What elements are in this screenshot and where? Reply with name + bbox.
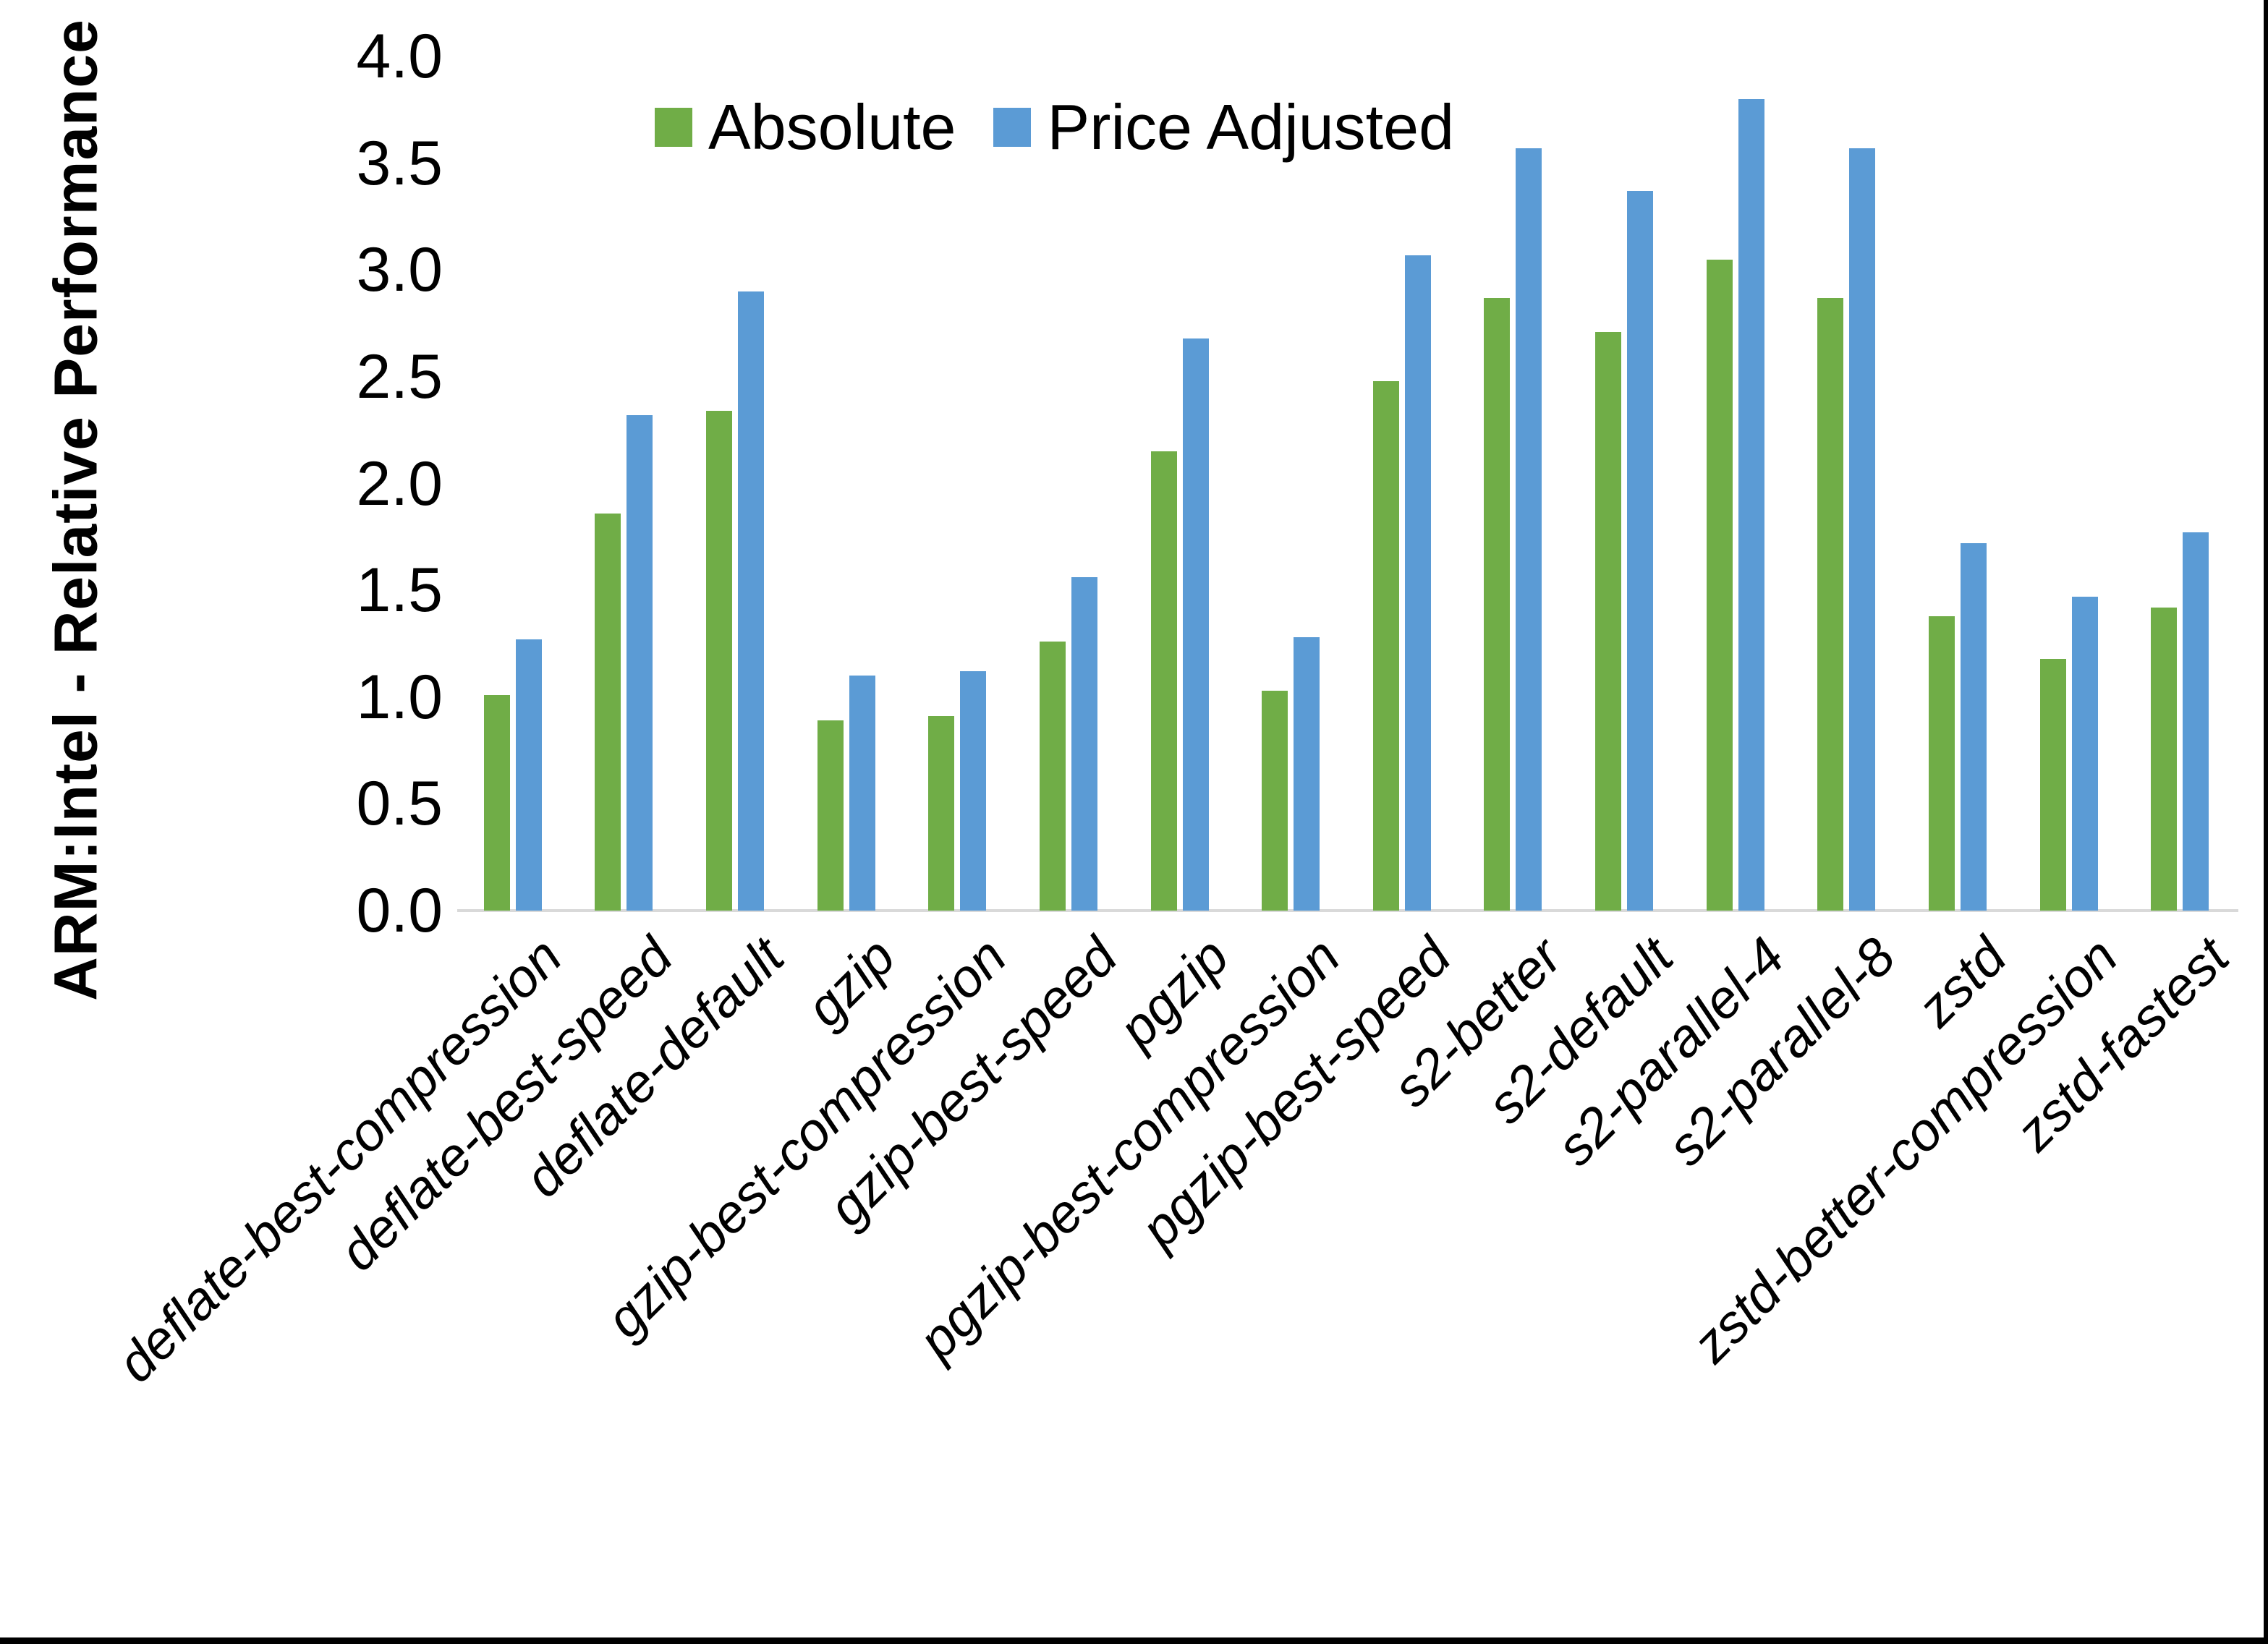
bar-absolute-pgzip [1150,451,1177,911]
bar-absolute-deflate-default [706,411,733,911]
bar-price-adjusted-deflate-default [738,291,765,911]
bar-absolute-zstd-better-compression [2039,658,2066,911]
legend-item-absolute: Absolute [655,95,956,159]
bar-price-adjusted-s2-parallel-8 [1849,148,1876,911]
bar-absolute-s2-default [1595,331,1622,911]
legend-label-absolute: Absolute [708,91,956,163]
y-tick-label-0.5: 0.5 [356,769,443,839]
bar-absolute-zstd-fastest [2151,607,2178,911]
bar-absolute-gzip [817,720,844,911]
bar-price-adjusted-gzip [849,676,875,911]
bar-absolute-gzip-best-compression [928,716,955,911]
y-tick-label-3.0: 3.0 [356,235,443,305]
y-tick-label-1.5: 1.5 [356,555,443,626]
bar-price-adjusted-pgzip-best-speed [1404,255,1431,911]
bar-absolute-s2-better [1484,297,1511,911]
bar-absolute-pgzip-best-speed [1372,380,1399,911]
bar-price-adjusted-deflate-best-speed [627,415,653,911]
bar-absolute-s2-parallel-4 [1706,259,1733,911]
y-tick-label-0.0: 0.0 [356,876,443,945]
bar-price-adjusted-zstd-fastest [2183,532,2209,911]
bar-price-adjusted-zstd [1960,543,1987,911]
bottom-border [0,1637,2268,1644]
bar-price-adjusted-s2-parallel-4 [1738,99,1764,911]
right-border [2264,0,2268,1644]
legend-swatch-absolute-icon [655,108,692,147]
x-category-label-deflate-best-compression: deflate-best-compression [105,926,573,1394]
bar-price-adjusted-s2-better [1516,148,1542,911]
legend-swatch-price-adjusted-icon [993,108,1032,147]
y-tick-label-4.0: 4.0 [356,22,443,91]
legend-item-price-adjusted: Price Adjusted [993,95,1454,159]
bar-absolute-gzip-best-speed [1039,642,1066,911]
legend: Absolute Price Adjusted [655,95,1454,159]
bar-price-adjusted-s2-default [1627,191,1654,911]
bar-absolute-deflate-best-compression [483,694,510,911]
y-tick-label-2.0: 2.0 [356,448,443,519]
plot-area [457,99,2238,912]
legend-label-price-adjusted: Price Adjusted [1047,91,1455,163]
y-tick-label-1.0: 1.0 [356,662,443,732]
bar-price-adjusted-gzip-best-speed [1071,577,1097,911]
bar-price-adjusted-gzip-best-compression [960,671,987,911]
bar-price-adjusted-zstd-better-compression [2071,596,2098,911]
bar-absolute-zstd [1928,616,1955,911]
y-tick-label-2.5: 2.5 [356,341,443,412]
y-tick-label-3.5: 3.5 [356,128,443,198]
bar-price-adjusted-pgzip [1182,338,1209,911]
bar-price-adjusted-deflate-best-compression [515,639,542,911]
x-axis-line [457,909,2238,912]
bar-absolute-pgzip-best-compression [1262,690,1288,911]
bar-absolute-s2-parallel-8 [1817,297,1844,911]
bar-absolute-deflate-best-speed [595,513,621,911]
bar-price-adjusted-pgzip-best-compression [1294,637,1320,911]
